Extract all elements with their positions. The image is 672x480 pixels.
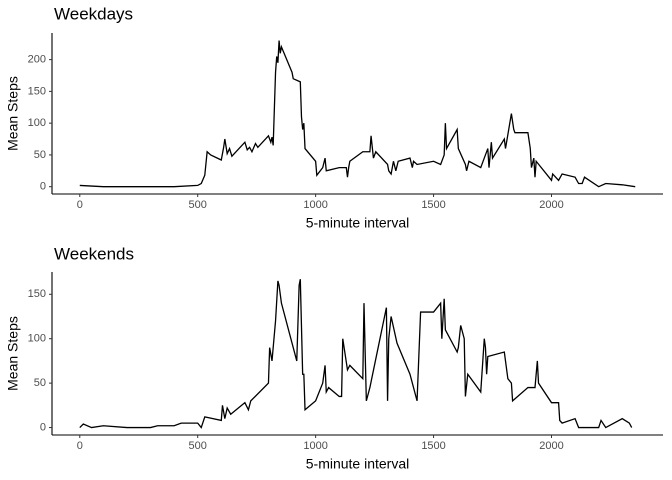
y-tick-label: 0: [40, 181, 46, 193]
y-tick-label: 200: [28, 54, 46, 66]
panel-title: Weekdays: [54, 4, 133, 23]
x-axis-label: 5-minute interval: [306, 215, 410, 231]
x-tick-label: 500: [189, 199, 207, 211]
x-tick-label: 0: [77, 199, 83, 211]
y-axis-label: Mean Steps: [5, 76, 21, 151]
y-tick-label: 100: [28, 117, 46, 129]
x-tick-label: 1500: [421, 440, 445, 452]
x-tick-label: 2000: [539, 440, 563, 452]
x-axis-label: 5-minute interval: [306, 456, 410, 472]
panel-title: Weekends: [54, 244, 134, 263]
x-tick-label: 0: [77, 440, 83, 452]
data-line: [79, 40, 636, 188]
y-tick-label: 50: [34, 149, 46, 161]
y-tick-label: 150: [28, 288, 46, 300]
data-line: [79, 279, 633, 429]
y-tick-label: 150: [28, 85, 46, 97]
x-tick-label: 1000: [303, 440, 327, 452]
y-tick-label: 0: [40, 421, 46, 433]
x-tick-label: 500: [189, 440, 207, 452]
x-tick-label: 1500: [421, 199, 445, 211]
y-tick-label: 100: [28, 333, 46, 345]
x-tick-label: 2000: [539, 199, 563, 211]
x-tick-label: 1000: [303, 199, 327, 211]
y-axis-label: Mean Steps: [5, 316, 21, 391]
y-tick-label: 50: [34, 377, 46, 389]
